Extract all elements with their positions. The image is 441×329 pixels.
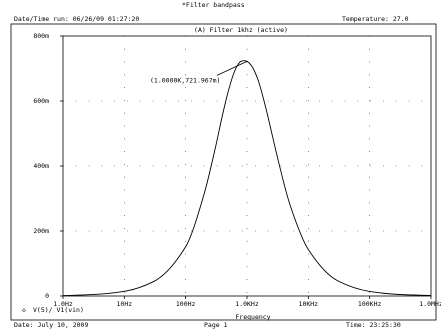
annotation-leader xyxy=(216,60,248,76)
x-tick-label: 10KHz xyxy=(299,300,319,308)
outer-frame xyxy=(10,23,437,321)
footer-page: Page 1 xyxy=(204,321,228,329)
report-title: *Filter bandpass xyxy=(182,1,245,9)
x-tick-label: 1.0Hz xyxy=(53,300,73,308)
x-tick-label: 10Hz xyxy=(117,300,133,308)
x-axis-title: Frequency xyxy=(235,313,270,321)
run-datetime: Date/Time run: 06/26/09 01:27:20 xyxy=(14,15,140,23)
chart-title: (A) Filter 1khz (active) xyxy=(194,26,288,34)
temperature: Temperature: 27.0 xyxy=(342,15,409,23)
x-tick-label: 100KHz xyxy=(358,300,382,308)
y-tick-label: 800m xyxy=(33,32,49,40)
y-tick-label: 400m xyxy=(33,162,49,170)
legend-label: V(5)/ V1(vin) xyxy=(33,306,84,314)
x-tick-label: 1.0MHz xyxy=(419,300,441,308)
footer-date: Date: July 10, 2009 xyxy=(14,321,89,329)
footer-time: Time: 23:25:30 xyxy=(346,321,401,329)
y-tick-label: 0 xyxy=(45,292,49,300)
y-tick-label: 600m xyxy=(33,97,49,105)
series-line xyxy=(62,60,432,296)
x-tick-label: 100Hz xyxy=(176,300,196,308)
legend-marker: ◇ xyxy=(22,306,26,314)
x-tick-label: 1.0KHz xyxy=(235,300,259,308)
y-tick-label: 200m xyxy=(33,227,49,235)
annotation-label: (1.0000K,721.967m) xyxy=(150,76,220,84)
